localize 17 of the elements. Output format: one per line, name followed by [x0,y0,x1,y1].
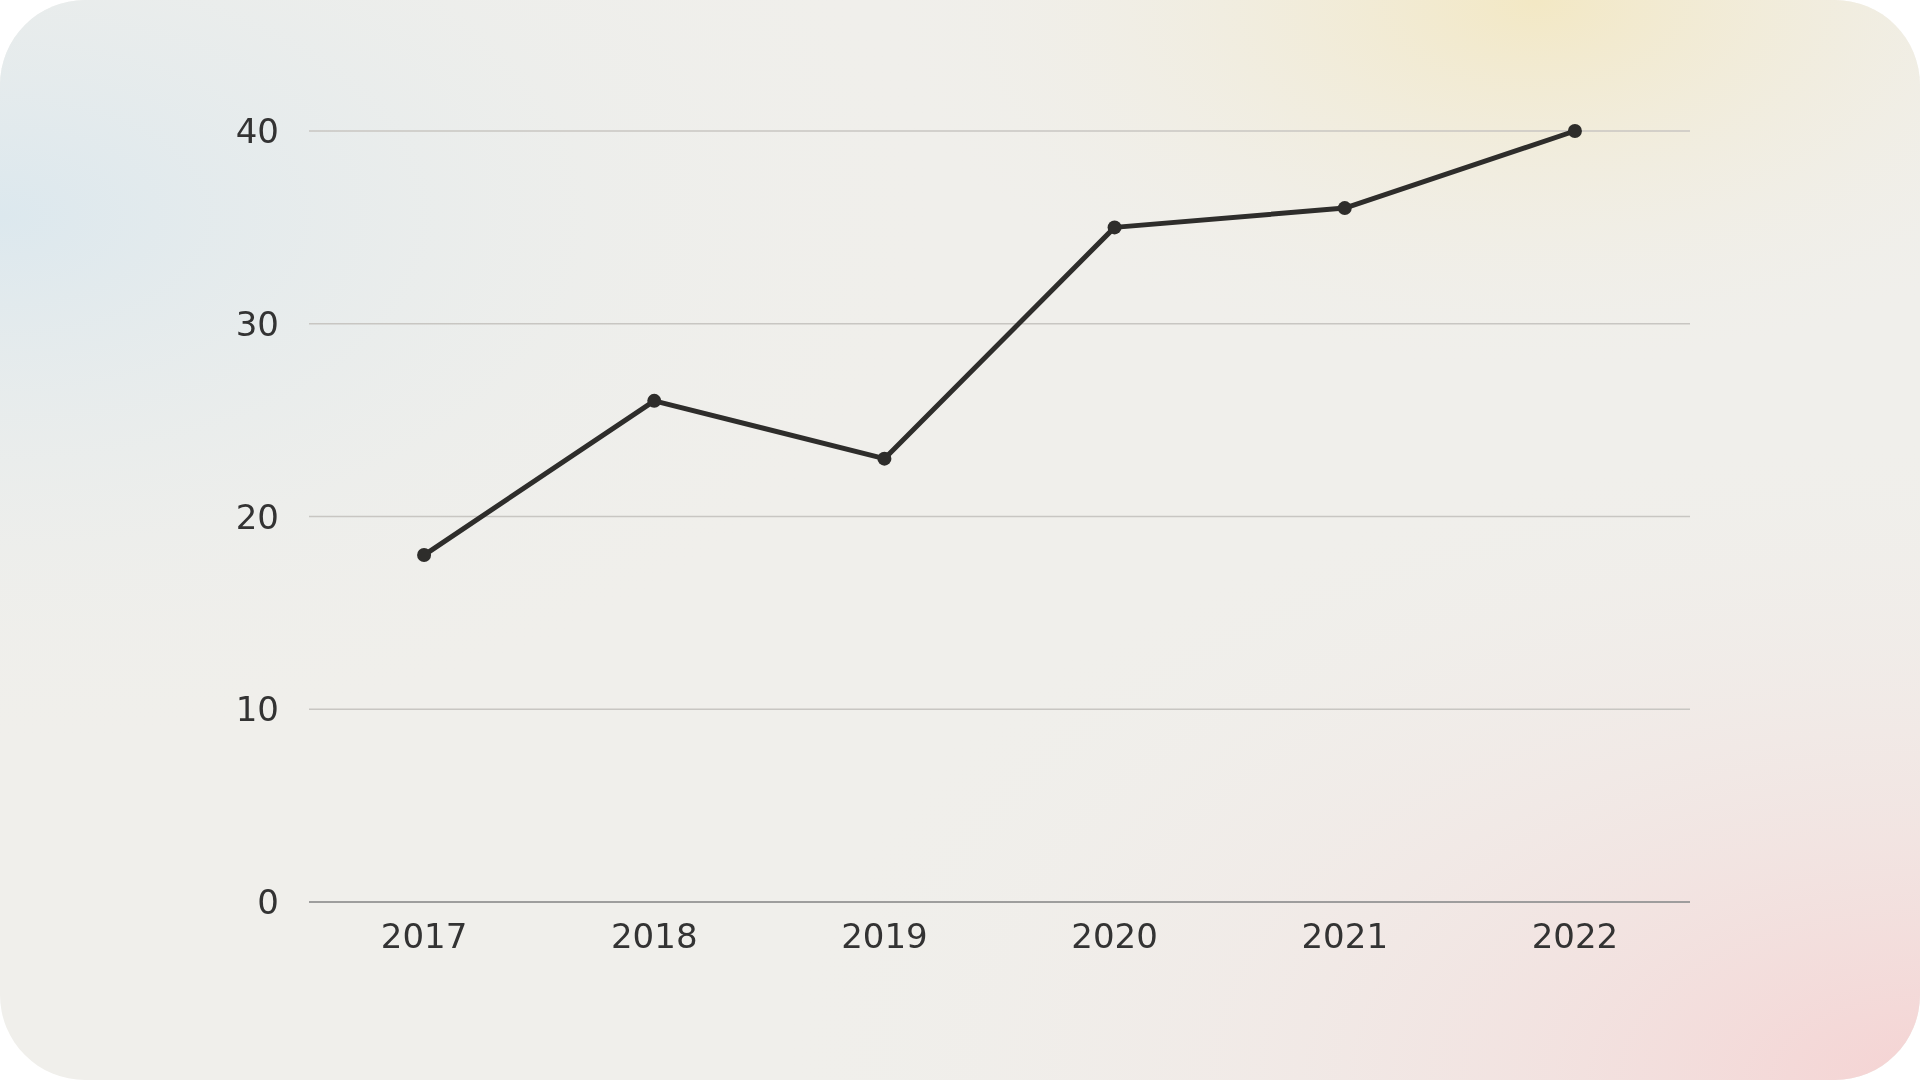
x-tick-label: 2019 [841,916,928,956]
point [1107,220,1122,235]
x-tick-label: 2021 [1301,916,1389,956]
y-tick-label: 20 [235,496,279,537]
x-tick-label: 2022 [1531,916,1619,956]
y-tick-label: 40 [235,111,279,151]
y-tick-label: 30 [235,303,279,344]
x-tick-label: 2020 [1071,916,1158,956]
x-tick-label: 2017 [380,916,468,956]
point [1337,201,1352,216]
point [1567,124,1582,138]
point [647,393,662,408]
y-tick-label: 10 [235,689,279,730]
point [417,548,432,563]
point [877,451,892,466]
y-tick-label: 0 [257,882,279,922]
x-tick-label: 2018 [610,916,698,956]
